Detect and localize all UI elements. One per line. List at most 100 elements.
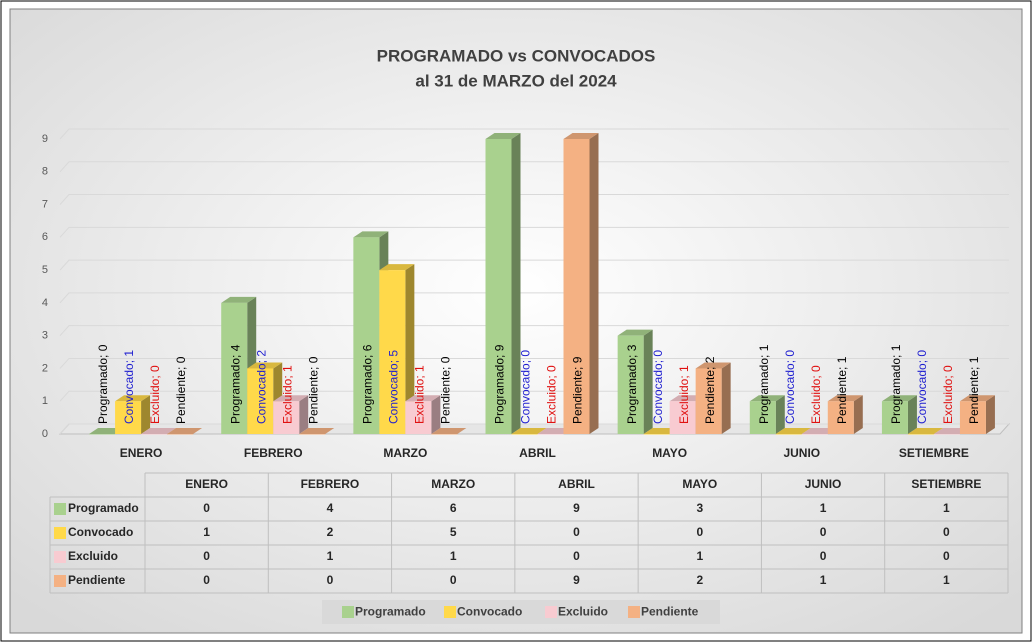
grid-line — [59, 357, 1009, 369]
data-label: Convocado; 0 — [651, 350, 665, 424]
bar — [907, 428, 943, 435]
data-label: Excluido; 1 — [413, 365, 427, 424]
table-header: FEBRERO — [301, 477, 360, 491]
bar-side — [721, 362, 731, 434]
bar — [563, 133, 599, 434]
bar-top — [115, 395, 151, 402]
x-tick-label: ABRIL — [519, 446, 556, 460]
bar-front — [563, 139, 590, 434]
x-tick-label: JUNIO — [783, 446, 820, 460]
legend-key — [342, 606, 354, 618]
table-header: ABRIL — [558, 477, 595, 491]
bar-front — [89, 434, 116, 435]
table-cell: 1 — [696, 549, 703, 563]
table-row-label: Excluido — [68, 549, 118, 563]
grid-line — [59, 128, 1009, 140]
bar-front — [617, 335, 644, 434]
table-header: ENERO — [185, 477, 228, 491]
bar — [273, 395, 309, 434]
bar-front — [247, 368, 274, 434]
table-cell: 2 — [327, 525, 334, 539]
bar-top — [379, 264, 415, 271]
bar-front — [643, 434, 670, 435]
bar — [405, 395, 441, 434]
grid-line — [59, 292, 1009, 304]
bar-top — [617, 329, 653, 336]
legend-box — [322, 600, 720, 624]
table-cell: 4 — [327, 501, 334, 515]
table-cell: 3 — [696, 501, 703, 515]
table-legend-key — [54, 551, 66, 563]
table-cell: 0 — [943, 525, 950, 539]
table-cell: 0 — [573, 525, 580, 539]
bar — [695, 362, 731, 434]
bar-front — [933, 434, 960, 435]
bar-front — [273, 401, 300, 434]
bar — [959, 395, 995, 434]
table-cell: 0 — [203, 573, 210, 587]
legend-key — [628, 606, 640, 618]
bar-front — [221, 302, 248, 434]
table-cell: 0 — [943, 549, 950, 563]
bar-front — [485, 139, 512, 434]
bar — [167, 428, 203, 435]
bar-front — [537, 434, 564, 435]
table-legend-key — [54, 575, 66, 587]
bar-front — [511, 434, 538, 435]
bar-top — [405, 395, 441, 402]
bar-side — [405, 264, 415, 434]
x-tick-label: SETIEMBRE — [899, 446, 969, 460]
data-label: Excluido; 0 — [148, 365, 162, 424]
y-tick-label: 7 — [42, 198, 48, 210]
table-cell: 1 — [943, 573, 950, 587]
bar — [141, 428, 177, 435]
data-label: Programado; 3 — [625, 344, 639, 424]
table-cell: 9 — [573, 573, 580, 587]
bar — [485, 133, 521, 434]
grid-line — [59, 226, 1009, 238]
bar-front — [299, 434, 326, 435]
table-row-label: Convocado — [68, 525, 133, 539]
bar-top — [353, 231, 389, 238]
bar-top — [881, 395, 917, 402]
y-tick-label: 6 — [42, 231, 48, 243]
bar-front — [431, 434, 458, 435]
y-tick-label: 1 — [42, 395, 48, 407]
grid-line — [59, 194, 1009, 205]
bar-front — [379, 270, 406, 434]
table-cell: 0 — [696, 525, 703, 539]
table-cell: 0 — [203, 549, 210, 563]
data-label: Programado; 4 — [228, 344, 242, 424]
bar-top — [273, 395, 309, 402]
chart-title: PROGRAMADO vs CONVOCADOS — [377, 46, 656, 65]
bar — [115, 395, 151, 434]
legend-label: Programado — [355, 605, 426, 619]
bar-top — [695, 362, 731, 369]
bar-side — [853, 395, 863, 434]
data-label: Pendiente; 0 — [306, 356, 320, 424]
table-legend-key — [54, 503, 66, 515]
bar-front — [881, 401, 908, 434]
data-label: Excluido; 1 — [677, 365, 691, 424]
table-header: MARZO — [431, 477, 475, 491]
bar-top — [141, 428, 177, 434]
legend-label: Convocado — [457, 605, 522, 619]
bar-side — [775, 395, 785, 434]
bar-side — [511, 133, 521, 434]
table-cell: 1 — [820, 501, 827, 515]
data-label: Programado; 9 — [493, 344, 507, 424]
data-label: Pendiente; 9 — [571, 356, 585, 424]
table-cell: 1 — [327, 549, 334, 563]
table-header: MAYO — [682, 477, 717, 491]
bar-top — [247, 362, 283, 369]
table-cell: 5 — [450, 525, 457, 539]
x-tick-label: ENERO — [120, 446, 163, 460]
bar-top — [167, 428, 203, 434]
bar-side — [141, 395, 151, 434]
table-cell: 9 — [573, 501, 580, 515]
data-label: Convocado; 0 — [915, 350, 929, 424]
data-label: Excluido; 1 — [280, 365, 294, 424]
table-row-label: Pendiente — [68, 573, 126, 587]
bar-front — [141, 434, 168, 435]
